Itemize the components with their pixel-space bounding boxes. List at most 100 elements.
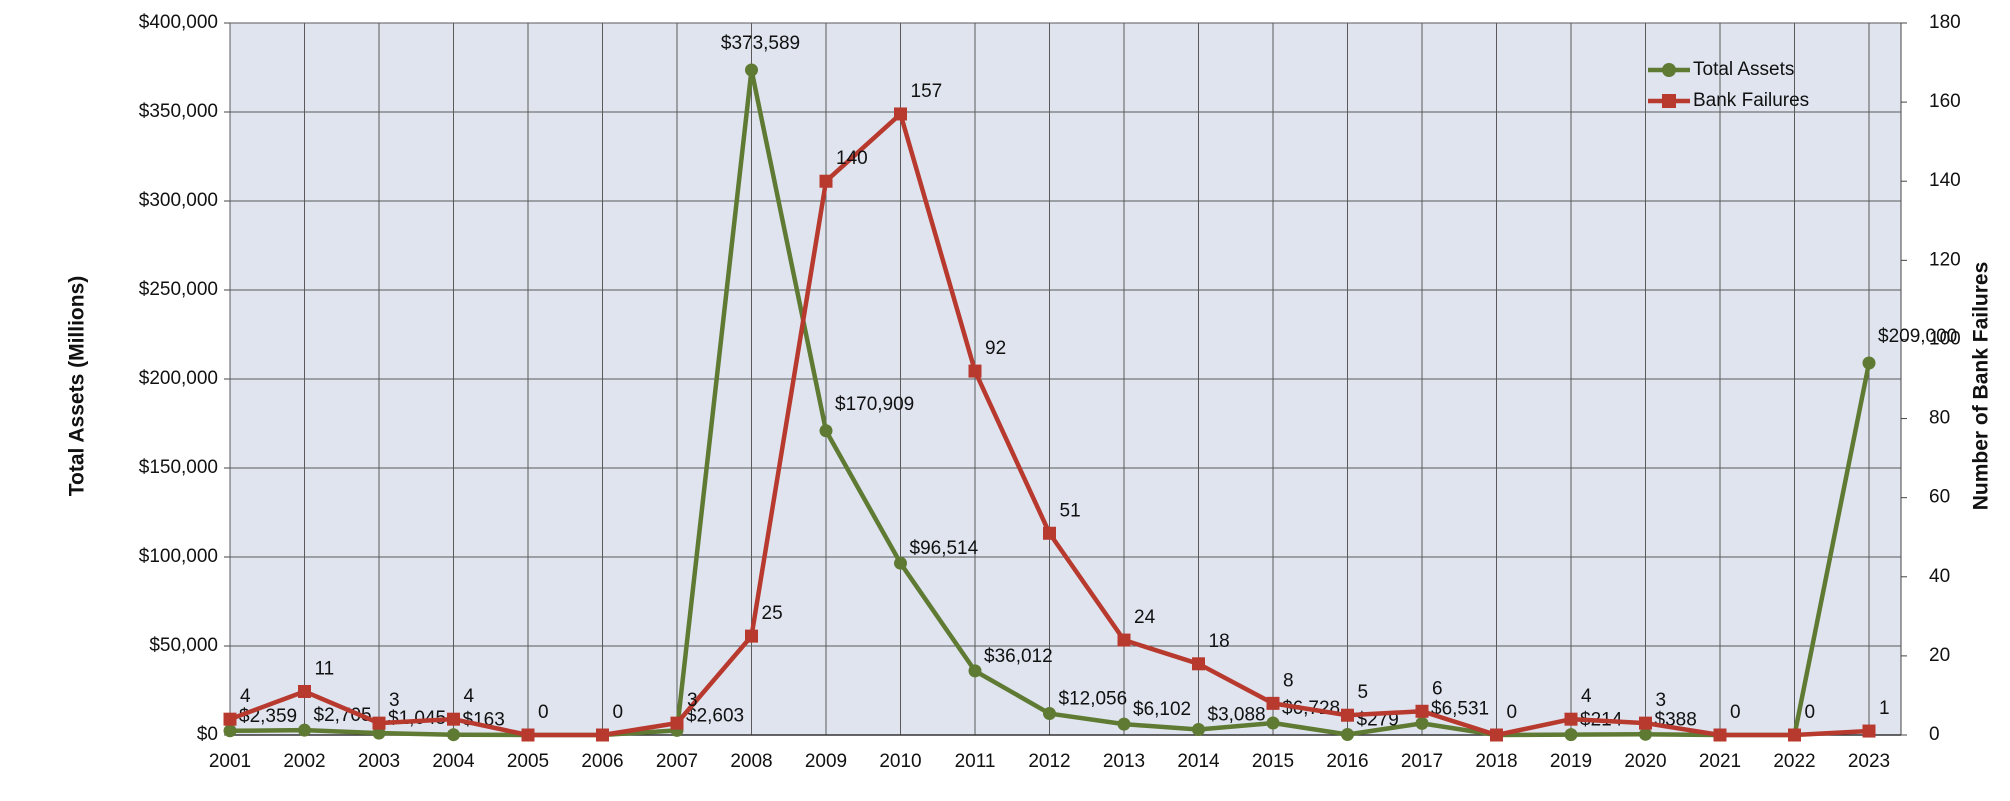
marker — [1341, 708, 1354, 722]
marker — [894, 107, 907, 121]
y-tick-label: $200,000 — [139, 368, 218, 389]
legend-marker — [1662, 63, 1676, 77]
y2-tick-label: 120 — [1929, 249, 1961, 270]
marker — [1490, 728, 1503, 742]
marker — [596, 728, 609, 742]
marker — [1862, 356, 1876, 370]
marker — [1266, 696, 1280, 710]
data-label: $12,056 — [1059, 689, 1128, 710]
x-tick-label: 2010 — [879, 751, 921, 772]
marker — [1415, 716, 1429, 730]
data-label: $3,088 — [1208, 705, 1266, 726]
legend-label: Total Assets — [1693, 59, 1794, 80]
x-tick-label: 2023 — [1848, 751, 1890, 772]
marker — [1415, 704, 1429, 718]
x-tick-label: 2018 — [1475, 751, 1517, 772]
marker — [1564, 712, 1578, 726]
y-tick-label: $50,000 — [149, 635, 218, 656]
data-label: $6,531 — [1431, 698, 1489, 719]
data-label: $6,102 — [1133, 699, 1191, 720]
x-tick-label: 2015 — [1252, 751, 1294, 772]
data-label: $373,589 — [721, 33, 800, 54]
marker — [1341, 728, 1354, 742]
y2-tick-label: 100 — [1929, 328, 1961, 349]
marker — [1192, 657, 1205, 671]
x-tick-label: 2011 — [955, 751, 996, 772]
marker — [1713, 728, 1727, 742]
marker — [1788, 728, 1801, 742]
marker — [670, 716, 684, 730]
marker — [1564, 728, 1578, 742]
data-label: 92 — [985, 338, 1006, 359]
marker — [447, 728, 460, 742]
data-label: $36,012 — [984, 646, 1053, 667]
marker — [298, 723, 311, 737]
y-axis-title: Total Assets (Millions) — [66, 276, 89, 497]
marker — [968, 364, 982, 378]
y2-tick-label: 40 — [1929, 566, 1950, 587]
y-tick-label: $100,000 — [139, 546, 218, 567]
data-label: 1 — [1879, 698, 1890, 719]
data-label: 157 — [911, 81, 943, 102]
y2-tick-label: 20 — [1929, 645, 1950, 666]
data-label: 4 — [464, 686, 475, 707]
marker — [745, 629, 758, 643]
data-label: 0 — [1730, 702, 1741, 723]
y2-tick-label: 140 — [1929, 170, 1961, 191]
x-tick-label: 2006 — [581, 751, 623, 772]
y-tick-label: $400,000 — [139, 12, 218, 33]
y-tick-label: $250,000 — [139, 279, 218, 300]
marker — [968, 664, 982, 678]
marker — [745, 63, 758, 77]
data-label: 3 — [1656, 690, 1667, 711]
data-label: 5 — [1358, 682, 1369, 703]
data-label: 4 — [1581, 686, 1592, 707]
data-label: $170,909 — [835, 394, 914, 415]
data-label: $96,514 — [910, 538, 979, 559]
data-label: $2,603 — [686, 705, 744, 726]
x-tick-label: 2020 — [1624, 751, 1666, 772]
y2-tick-label: 60 — [1929, 487, 1950, 508]
y-tick-label: $0 — [197, 724, 218, 745]
y-tick-label: $350,000 — [139, 101, 218, 122]
x-tick-label: 2021 — [1699, 751, 1741, 772]
data-label: $2,359 — [239, 706, 297, 727]
data-label: 3 — [687, 690, 698, 711]
marker — [1639, 716, 1652, 730]
marker — [1266, 716, 1280, 730]
data-label: 140 — [836, 148, 868, 169]
marker — [1043, 526, 1056, 540]
x-tick-label: 2019 — [1550, 751, 1592, 772]
data-label: $209,000 — [1878, 326, 1957, 347]
marker — [447, 712, 460, 726]
y2-axis-title: Number of Bank Failures — [1970, 262, 1993, 511]
data-label: $2,705 — [314, 705, 372, 726]
x-tick-label: 2003 — [358, 751, 400, 772]
y2-tick-label: 180 — [1929, 12, 1961, 33]
y2-tick-label: 160 — [1929, 91, 1961, 112]
legend-marker — [1662, 94, 1676, 108]
data-label: 0 — [613, 702, 624, 723]
data-label: 51 — [1060, 500, 1081, 521]
y2-tick-label: 0 — [1929, 724, 1940, 745]
x-tick-label: 2001 — [209, 751, 251, 772]
marker — [819, 424, 833, 438]
data-label: 24 — [1134, 607, 1156, 628]
x-tick-label: 2014 — [1177, 751, 1220, 772]
x-tick-label: 2016 — [1326, 751, 1368, 772]
data-label: 25 — [762, 603, 783, 624]
x-tick-label: 2005 — [507, 751, 549, 772]
marker — [894, 556, 907, 570]
x-tick-label: 2022 — [1773, 751, 1815, 772]
legend-label: Bank Failures — [1693, 90, 1809, 111]
y-tick-label: $150,000 — [139, 457, 218, 478]
data-label: 0 — [1805, 702, 1816, 723]
data-label: 6 — [1432, 678, 1443, 699]
marker — [521, 728, 535, 742]
x-tick-label: 2013 — [1103, 751, 1145, 772]
data-label: 11 — [315, 659, 335, 680]
x-tick-label: 2009 — [805, 751, 847, 772]
data-label: 18 — [1209, 631, 1230, 652]
x-tick-label: 2008 — [730, 751, 772, 772]
